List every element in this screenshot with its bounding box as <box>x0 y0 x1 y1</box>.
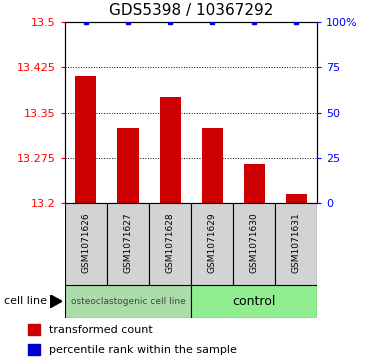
Text: transformed count: transformed count <box>49 325 153 335</box>
Text: GSM1071626: GSM1071626 <box>82 212 91 273</box>
Bar <box>201 128 223 203</box>
Text: GSM1071630: GSM1071630 <box>250 212 259 273</box>
Bar <box>149 203 191 285</box>
Bar <box>286 194 307 203</box>
Bar <box>160 97 181 203</box>
Bar <box>107 203 149 285</box>
Text: GSM1071629: GSM1071629 <box>208 212 217 273</box>
Bar <box>65 285 191 318</box>
Text: cell line: cell line <box>4 296 47 306</box>
Text: GSM1071627: GSM1071627 <box>124 212 132 273</box>
Bar <box>244 164 265 203</box>
Text: osteoclastogenic cell line: osteoclastogenic cell line <box>70 297 186 306</box>
Text: GSM1071628: GSM1071628 <box>165 212 174 273</box>
Title: GDS5398 / 10367292: GDS5398 / 10367292 <box>109 3 273 18</box>
Bar <box>65 203 107 285</box>
Bar <box>233 203 275 285</box>
Bar <box>191 285 317 318</box>
Bar <box>75 76 96 203</box>
Text: GSM1071631: GSM1071631 <box>292 212 301 273</box>
Bar <box>191 203 233 285</box>
Text: percentile rank within the sample: percentile rank within the sample <box>49 345 237 355</box>
Bar <box>29 324 40 335</box>
Bar <box>275 203 317 285</box>
Bar <box>118 128 138 203</box>
Polygon shape <box>50 295 62 308</box>
Text: control: control <box>233 295 276 308</box>
Bar <box>29 344 40 355</box>
